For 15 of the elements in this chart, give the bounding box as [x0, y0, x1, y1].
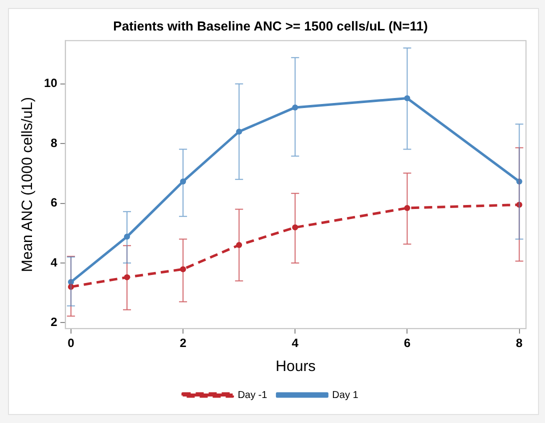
x-axis-title: Hours	[276, 358, 316, 376]
x-tick-label: 8	[516, 336, 523, 350]
x-tick-label: 0	[68, 336, 75, 350]
y-axis-title: Mean ANC (1000 cells/uL)	[19, 97, 36, 272]
legend-label: Day -1	[238, 390, 268, 401]
legend-label: Day 1	[332, 390, 359, 401]
x-tick-label: 6	[404, 336, 411, 350]
y-tick-label: 8	[50, 136, 58, 150]
y-tick-label: 6	[50, 196, 58, 210]
chart-title: Patients with Baseline ANC >= 1500 cells/uL (N=11)	[113, 18, 428, 34]
y-tick-label: 4	[50, 255, 58, 270]
x-tick-label: 2	[180, 336, 187, 350]
y-tick-label: 10	[44, 76, 58, 90]
x-tick-label: 4	[292, 336, 299, 350]
y-tick-label: 2	[50, 314, 58, 329]
